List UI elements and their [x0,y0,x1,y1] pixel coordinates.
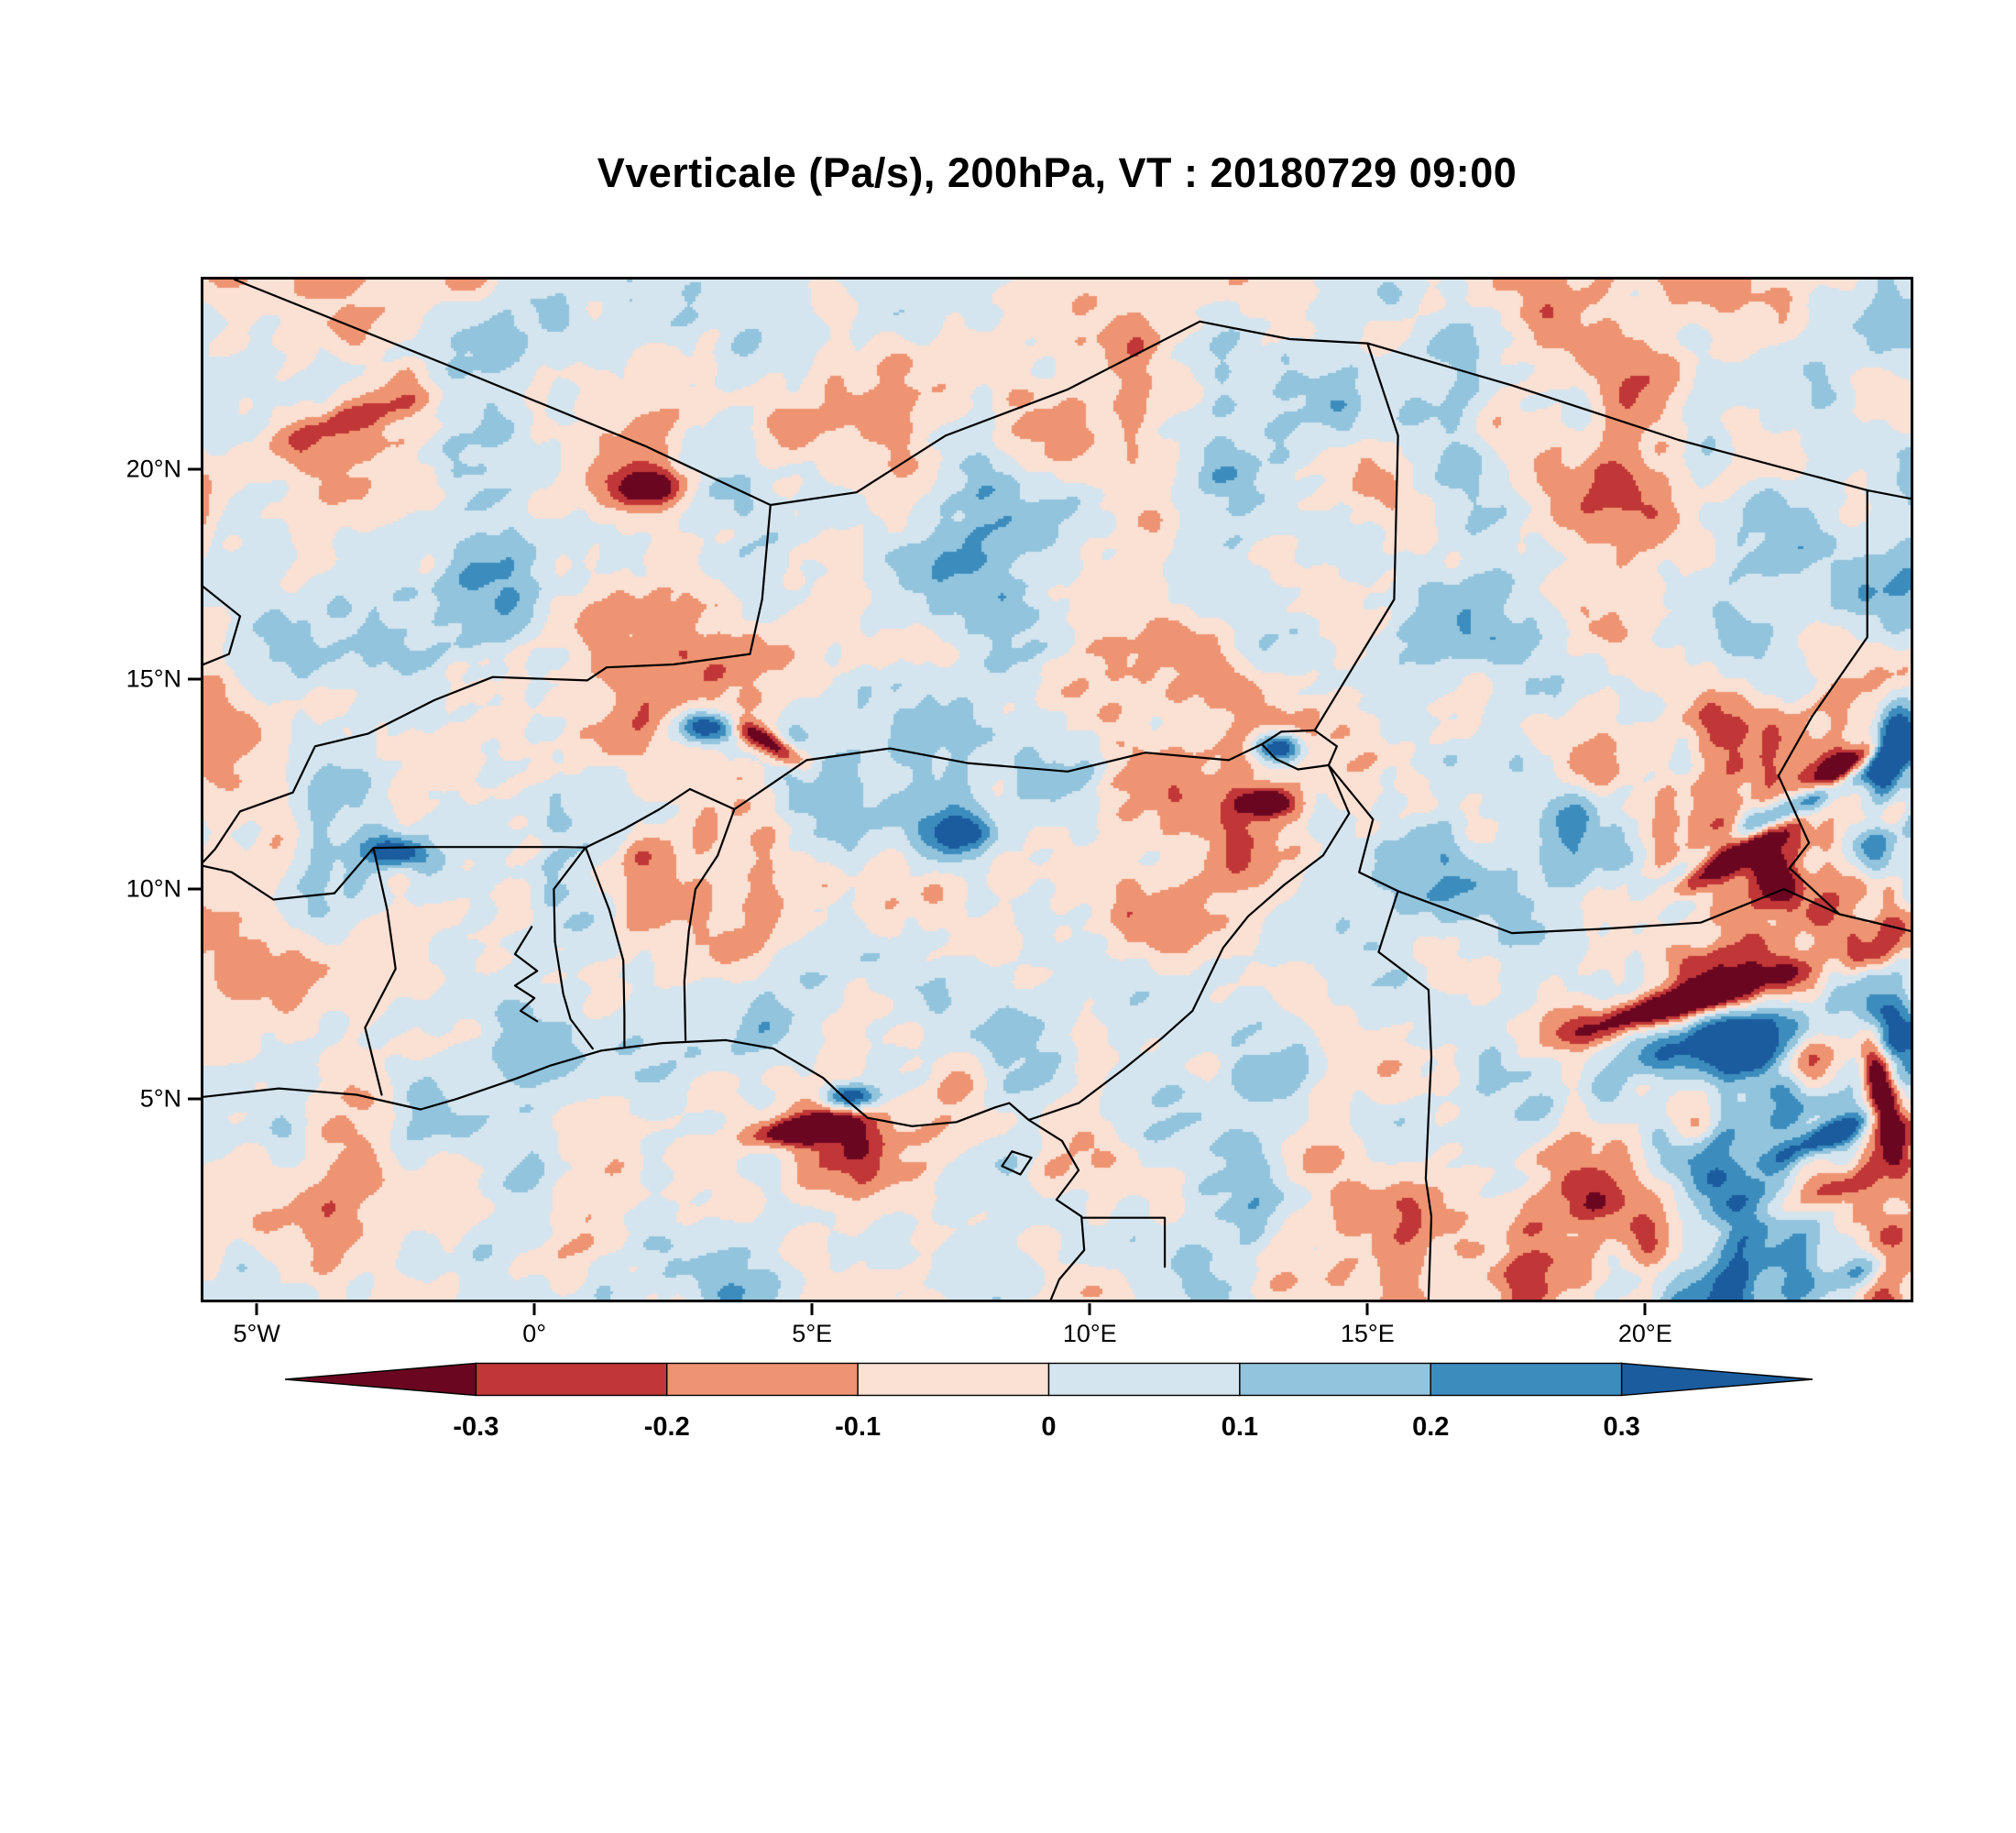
x-tick-label: 15°E [1340,1320,1395,1347]
y-tick-mark [188,1097,201,1101]
y-tick-mark [188,467,201,471]
x-tick-label: 0° [522,1320,547,1347]
colorbar-segment [1239,1362,1431,1397]
x-tick-mark [810,1303,814,1315]
x-tick-mark [1365,1303,1369,1315]
x-tick-mark [532,1303,536,1315]
country-borders-overlay [203,280,1911,1300]
colorbar-segment [285,1362,477,1397]
x-tick-label: 5°W [233,1320,280,1347]
colorbar-segment [1620,1362,1813,1397]
x-tick-mark [1643,1303,1647,1315]
colorbar-tick-label: 0.3 [1603,1412,1640,1442]
chart-title: Vverticale (Pa/s), 200hPa, VT : 20180729… [597,149,1517,196]
colorbar [285,1362,1813,1397]
x-tick-mark [1088,1303,1091,1315]
colorbar-tick-label: 0 [1041,1412,1057,1442]
border-lines [203,280,1911,1300]
x-tick-label: 5°E [792,1320,833,1347]
colorbar-segment [666,1362,859,1397]
y-tick-mark [188,887,201,891]
colorbar-tick-label: -0.3 [453,1412,499,1442]
y-tick-label: 10°N [126,874,181,903]
colorbar-tick-label: -0.2 [643,1412,690,1442]
vertical-velocity-field [203,280,1911,1300]
y-tick-label: 15°N [126,664,181,693]
x-tick-label: 20°E [1617,1320,1672,1347]
y-tick-mark [188,677,201,681]
colorbar-tick-label: 0.2 [1412,1412,1450,1442]
colorbar-segment [1047,1362,1241,1397]
y-tick-label: 20°N [126,455,181,483]
colorbar-tick-label: 0.1 [1221,1412,1259,1442]
y-tick-label: 5°N [139,1084,181,1113]
colorbar-tick-label: -0.1 [835,1412,882,1442]
colorbar-segment [475,1362,668,1397]
colorbar-segment [1430,1362,1623,1397]
colorbar-segment [857,1362,1050,1397]
x-tick-label: 10°E [1062,1320,1117,1347]
x-tick-mark [255,1303,258,1315]
